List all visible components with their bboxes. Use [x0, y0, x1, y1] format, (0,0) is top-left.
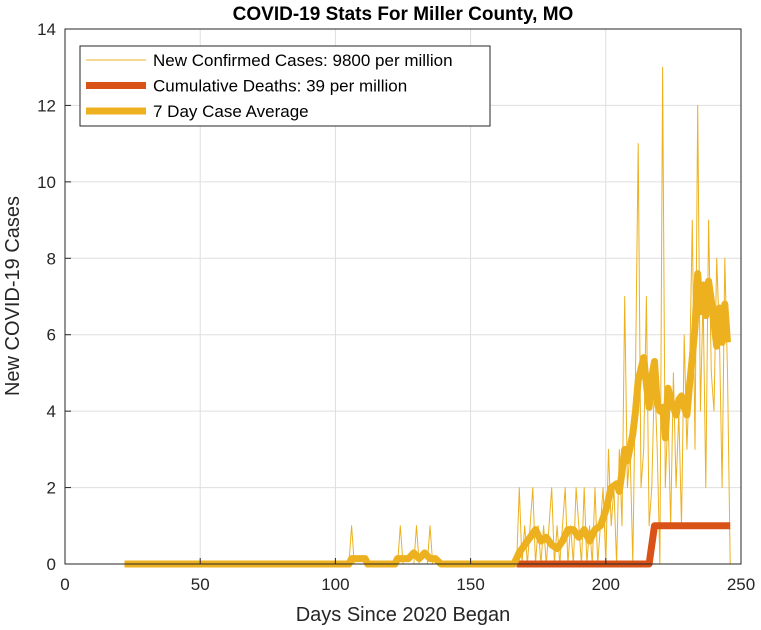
legend-entry-cumulative-deaths-label: Cumulative Deaths: 39 per million	[153, 77, 407, 96]
legend: New Confirmed Cases: 9800 per million Cum…	[79, 45, 491, 127]
y-axis-label: New COVID-19 Cases	[2, 196, 24, 396]
x-ticks: 0 50 100 150 200 250	[60, 558, 755, 594]
y-tick-label: 12	[37, 96, 56, 115]
x-tick-label: 50	[191, 575, 210, 594]
x-tick-label: 150	[456, 575, 484, 594]
y-tick-label: 10	[37, 173, 56, 192]
y-tick-label: 6	[47, 326, 56, 345]
x-tick-label: 250	[727, 575, 755, 594]
y-tick-label: 14	[37, 20, 56, 39]
x-tick-label: 100	[321, 575, 349, 594]
y-tick-label: 2	[47, 479, 56, 498]
series-7-day-average-line	[124, 270, 731, 568]
plot-box	[64, 28, 742, 565]
chart-title: COVID-19 Stats For Miller County, MO	[233, 4, 574, 25]
y-tick-label: 4	[47, 402, 56, 421]
legend-box	[79, 45, 491, 127]
y-tick-label: 0	[47, 555, 56, 574]
x-tick-label: 200	[592, 575, 620, 594]
legend-entry-new-cases-label: New Confirmed Cases: 9800 per million	[153, 51, 453, 70]
x-axis-label: Days Since 2020 Began	[296, 604, 511, 626]
y-ticks: 0 2 4 6 8 10 12 14	[37, 20, 71, 574]
legend-entry-7-day-average-label: 7 Day Case Average	[153, 102, 309, 121]
y-tick-label: 8	[47, 249, 56, 268]
x-tick-label: 0	[60, 575, 69, 594]
